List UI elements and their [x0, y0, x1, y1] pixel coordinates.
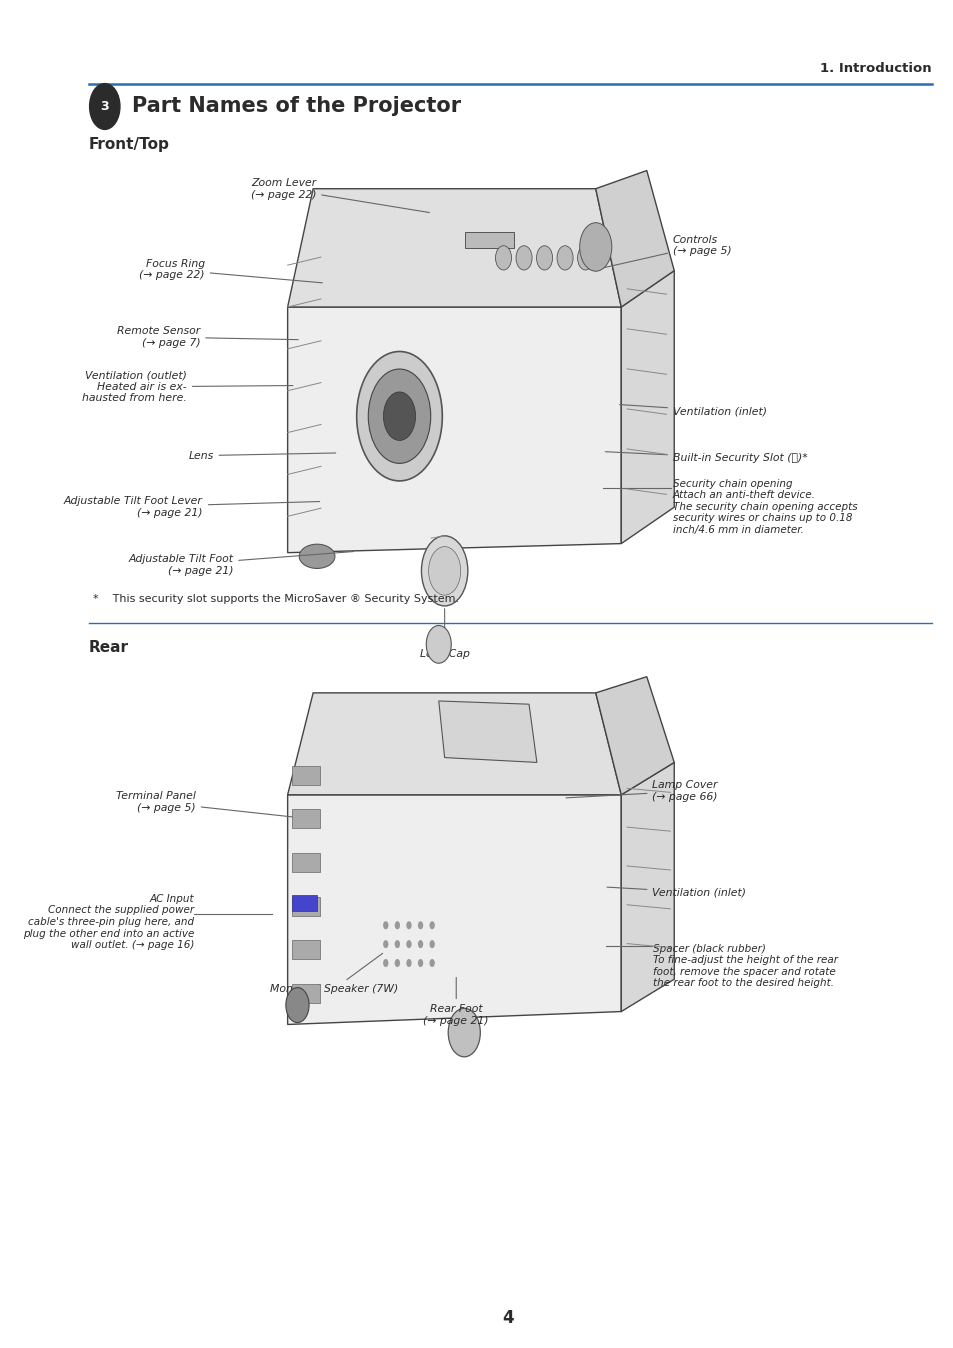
Ellipse shape [299, 545, 335, 569]
Bar [292, 809, 320, 828]
Bar [465, 232, 514, 248]
Circle shape [577, 245, 593, 270]
Bar [292, 895, 316, 911]
Circle shape [356, 352, 442, 481]
Circle shape [428, 547, 460, 594]
Text: Controls
(→ page 5): Controls (→ page 5) [598, 235, 731, 270]
Text: Adjustable Tilt Foot
(→ page 21): Adjustable Tilt Foot (→ page 21) [128, 551, 354, 576]
Text: 4: 4 [501, 1309, 514, 1328]
Circle shape [406, 921, 411, 929]
Circle shape [406, 940, 411, 948]
Text: Ventilation (inlet): Ventilation (inlet) [618, 404, 766, 417]
Circle shape [557, 245, 573, 270]
Circle shape [516, 245, 532, 270]
Polygon shape [595, 677, 674, 795]
Circle shape [383, 392, 416, 441]
Circle shape [426, 625, 451, 663]
Text: Terminal Panel
(→ page 5): Terminal Panel (→ page 5) [115, 791, 301, 818]
Polygon shape [288, 693, 620, 795]
Bar [292, 853, 320, 872]
Circle shape [286, 988, 309, 1023]
Circle shape [421, 535, 467, 605]
Circle shape [495, 245, 511, 270]
Circle shape [417, 940, 423, 948]
Circle shape [417, 921, 423, 929]
Text: Lamp Cover
(→ page 66): Lamp Cover (→ page 66) [565, 780, 718, 802]
Text: *    This security slot supports the MicroSaver ® Security System.: * This security slot supports the MicroS… [93, 593, 458, 604]
Circle shape [579, 222, 611, 271]
Polygon shape [288, 795, 620, 1024]
Circle shape [429, 958, 435, 967]
Circle shape [536, 245, 552, 270]
Circle shape [448, 1008, 479, 1057]
Text: AC Input
Connect the supplied power
cable's three-pin plug here, and
plug the ot: AC Input Connect the supplied power cabl… [23, 894, 193, 950]
Circle shape [406, 958, 411, 967]
Polygon shape [288, 307, 620, 553]
Text: Zoom Lever
(→ page 22): Zoom Lever (→ page 22) [251, 178, 429, 213]
Text: Monaural Speaker (7W): Monaural Speaker (7W) [270, 953, 397, 993]
Bar [292, 941, 320, 960]
Text: Focus Ring
(→ page 22): Focus Ring (→ page 22) [139, 259, 322, 283]
Circle shape [429, 921, 435, 929]
Bar [292, 984, 320, 1003]
Text: Security chain opening
Attach an anti-theft device.
The security chain opening a: Security chain opening Attach an anti-th… [672, 479, 857, 535]
Circle shape [368, 369, 430, 464]
Circle shape [395, 921, 399, 929]
Text: Rear: Rear [89, 639, 129, 655]
Circle shape [383, 940, 388, 948]
Text: Front/Top: Front/Top [89, 136, 170, 152]
Circle shape [383, 958, 388, 967]
Circle shape [90, 84, 120, 129]
Bar [292, 896, 320, 915]
Circle shape [383, 921, 388, 929]
Text: 1. Introduction: 1. Introduction [820, 62, 931, 75]
Circle shape [395, 940, 399, 948]
Text: Spacer (black rubber)
To fine-adjust the height of the rear
foot, remove the spa: Spacer (black rubber) To fine-adjust the… [653, 944, 838, 988]
Circle shape [395, 958, 399, 967]
Text: Ventilation (inlet): Ventilation (inlet) [606, 887, 745, 898]
Circle shape [429, 940, 435, 948]
Text: Lens Cap: Lens Cap [419, 609, 469, 659]
Text: Remote Sensor
(→ page 7): Remote Sensor (→ page 7) [117, 326, 298, 348]
Polygon shape [620, 271, 674, 543]
Text: 3: 3 [100, 100, 109, 113]
Polygon shape [438, 701, 537, 763]
Text: Part Names of the Projector: Part Names of the Projector [132, 97, 460, 116]
Text: Lens: Lens [188, 450, 335, 461]
Bar [292, 766, 320, 785]
Polygon shape [288, 189, 620, 307]
Text: Built-in Security Slot (Ⓡ)*: Built-in Security Slot (Ⓡ)* [604, 452, 807, 464]
Circle shape [417, 958, 423, 967]
Text: Rear Foot
(→ page 21): Rear Foot (→ page 21) [423, 977, 489, 1026]
Text: Ventilation (outlet)
Heated air is ex-
hausted from here.: Ventilation (outlet) Heated air is ex- h… [82, 371, 293, 403]
Polygon shape [620, 763, 674, 1011]
Polygon shape [595, 171, 674, 307]
Text: Adjustable Tilt Foot Lever
(→ page 21): Adjustable Tilt Foot Lever (→ page 21) [64, 496, 319, 518]
